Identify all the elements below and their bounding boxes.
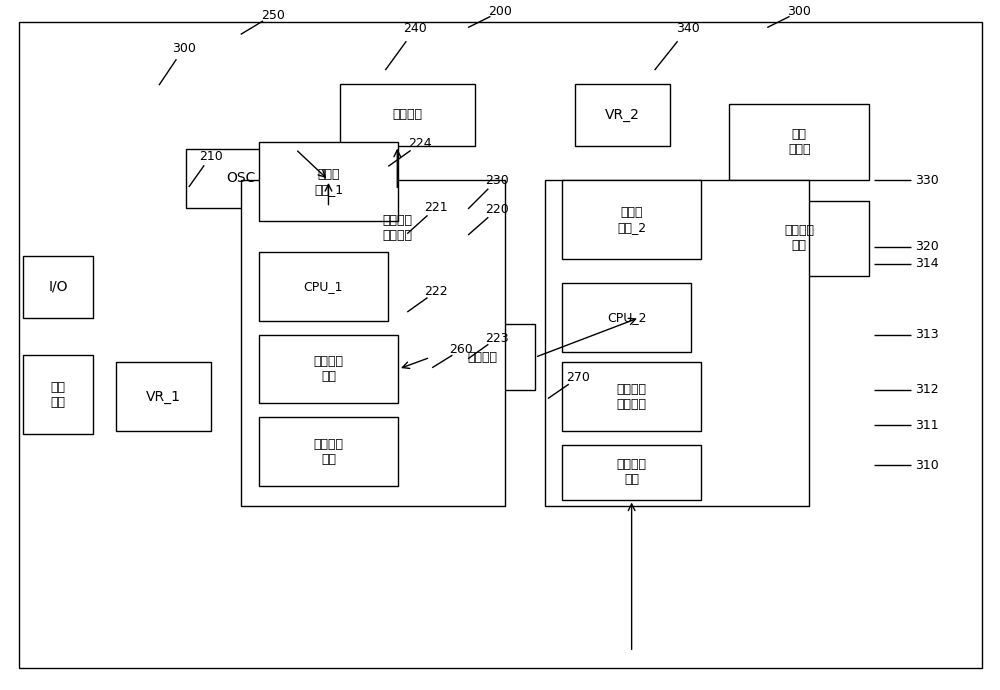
- Bar: [562, 362, 701, 431]
- Bar: [259, 417, 398, 486]
- Text: 314: 314: [915, 257, 939, 270]
- Text: 系统控制
单元: 系统控制 单元: [313, 437, 343, 466]
- Bar: [562, 180, 701, 259]
- Bar: [259, 142, 398, 221]
- Bar: [186, 149, 296, 208]
- Text: 隔离单元: 隔离单元: [468, 351, 498, 364]
- Text: 320: 320: [915, 240, 939, 253]
- Text: 存储器
单元_1: 存储器 单元_1: [314, 168, 343, 196]
- Bar: [320, 190, 475, 266]
- Text: 算法协处
理器单元: 算法协处 理器单元: [617, 382, 647, 411]
- Bar: [241, 180, 505, 506]
- Bar: [729, 104, 869, 180]
- Text: OSC: OSC: [226, 171, 255, 186]
- Bar: [545, 180, 809, 506]
- Bar: [575, 84, 670, 146]
- Text: VR_1: VR_1: [146, 390, 181, 404]
- Text: 通讯接口
单元: 通讯接口 单元: [313, 355, 343, 383]
- Text: 安全
传感器: 安全 传感器: [788, 128, 810, 156]
- Bar: [340, 84, 475, 146]
- Text: 230: 230: [485, 174, 509, 186]
- Text: 310: 310: [915, 459, 939, 472]
- Text: 300: 300: [172, 41, 196, 55]
- Bar: [259, 335, 398, 404]
- Bar: [23, 256, 93, 317]
- Text: 260: 260: [449, 344, 473, 356]
- Text: 270: 270: [566, 371, 590, 384]
- Text: I/O: I/O: [48, 279, 68, 293]
- Text: 313: 313: [915, 328, 939, 341]
- Bar: [116, 362, 211, 431]
- Bar: [562, 283, 691, 352]
- Text: 电源门控
控制单元: 电源门控 控制单元: [383, 214, 413, 242]
- Text: 210: 210: [199, 150, 223, 163]
- Text: 221: 221: [424, 201, 448, 214]
- Text: 312: 312: [915, 383, 939, 396]
- Bar: [562, 444, 701, 500]
- Bar: [23, 355, 93, 434]
- Bar: [259, 253, 388, 321]
- Text: 存储器
单元_2: 存储器 单元_2: [617, 206, 646, 234]
- Bar: [430, 324, 535, 390]
- Text: VR_2: VR_2: [605, 108, 640, 121]
- Text: 223: 223: [485, 332, 509, 344]
- Text: 330: 330: [915, 174, 939, 186]
- Text: 311: 311: [915, 419, 939, 432]
- Text: CPU_1: CPU_1: [304, 280, 343, 293]
- Text: 电源门控: 电源门控: [393, 108, 423, 121]
- Text: 电源
输入: 电源 输入: [51, 381, 66, 408]
- Text: 220: 220: [485, 203, 509, 216]
- Text: 340: 340: [676, 22, 699, 35]
- Text: 安全处理
单元: 安全处理 单元: [617, 458, 647, 486]
- Text: 200: 200: [488, 6, 512, 18]
- Text: 300: 300: [787, 6, 811, 18]
- Text: 224: 224: [408, 137, 432, 150]
- Bar: [729, 201, 869, 276]
- Text: 222: 222: [424, 285, 448, 298]
- Text: 240: 240: [403, 22, 427, 35]
- Text: 随机数发
生器: 随机数发 生器: [784, 224, 814, 253]
- Text: CPU_2: CPU_2: [607, 311, 646, 324]
- Text: 250: 250: [261, 9, 285, 21]
